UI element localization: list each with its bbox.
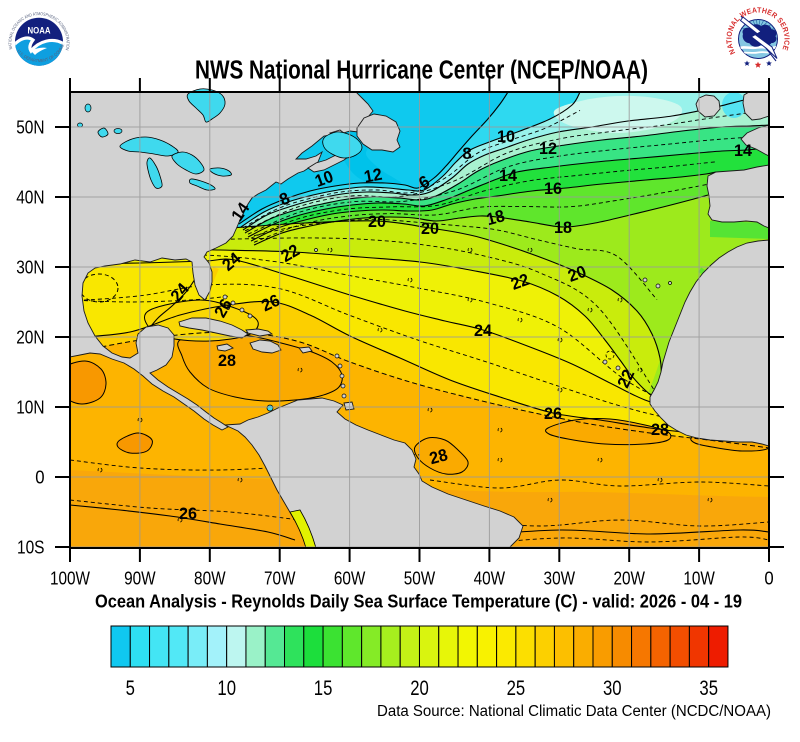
svg-text:70W: 70W: [264, 569, 296, 589]
svg-text:20: 20: [565, 262, 588, 286]
svg-text:18: 18: [484, 206, 506, 229]
svg-text:15: 15: [314, 676, 333, 700]
svg-text:18: 18: [554, 218, 572, 237]
svg-text:10N: 10N: [16, 397, 44, 418]
svg-text:5: 5: [126, 676, 135, 700]
svg-text:20: 20: [368, 212, 386, 231]
svg-text:50W: 50W: [404, 569, 436, 589]
svg-text:20N: 20N: [16, 327, 44, 348]
svg-text:26: 26: [544, 404, 562, 423]
svg-text:Data Source: National Climatic: Data Source: National Climatic Data Cent…: [377, 703, 771, 720]
svg-text:20: 20: [421, 219, 439, 238]
svg-text:10: 10: [217, 676, 236, 700]
svg-text:100W: 100W: [50, 569, 90, 589]
svg-text:Ocean Analysis - Reynolds Dail: Ocean Analysis - Reynolds Daily Sea Surf…: [95, 592, 742, 612]
svg-text:14: 14: [734, 141, 753, 160]
svg-text:60W: 60W: [334, 569, 366, 589]
svg-text:24: 24: [474, 321, 493, 340]
svg-text:12: 12: [363, 165, 384, 187]
svg-text:30N: 30N: [16, 257, 44, 278]
svg-text:20: 20: [410, 676, 429, 700]
svg-text:40N: 40N: [16, 187, 44, 208]
svg-text:NOAA: NOAA: [28, 26, 51, 36]
svg-text:14: 14: [499, 166, 518, 185]
svg-text:10W: 10W: [683, 569, 715, 589]
svg-text:16: 16: [544, 179, 562, 198]
svg-text:30: 30: [603, 676, 622, 700]
svg-text:12: 12: [539, 139, 557, 158]
svg-text:25: 25: [507, 676, 526, 700]
svg-text:20W: 20W: [613, 569, 645, 589]
svg-text:10: 10: [312, 167, 335, 191]
svg-text:50N: 50N: [16, 117, 44, 138]
svg-text:22: 22: [508, 270, 531, 294]
svg-text:28: 28: [427, 445, 449, 468]
svg-text:35: 35: [699, 676, 718, 700]
svg-text:26: 26: [179, 504, 197, 523]
svg-text:80W: 80W: [194, 569, 226, 589]
svg-text:0: 0: [35, 467, 44, 488]
svg-text:28: 28: [651, 420, 669, 439]
svg-text:8: 8: [462, 144, 471, 163]
svg-text:90W: 90W: [124, 569, 156, 589]
svg-text:30W: 30W: [544, 569, 576, 589]
svg-text:NWS National Hurricane Center: NWS National Hurricane Center (NCEP/NOAA…: [195, 56, 648, 84]
svg-text:10S: 10S: [17, 537, 45, 558]
svg-text:28: 28: [218, 351, 236, 370]
svg-text:0: 0: [764, 569, 773, 589]
svg-text:10: 10: [497, 127, 515, 146]
svg-text:40W: 40W: [474, 569, 506, 589]
